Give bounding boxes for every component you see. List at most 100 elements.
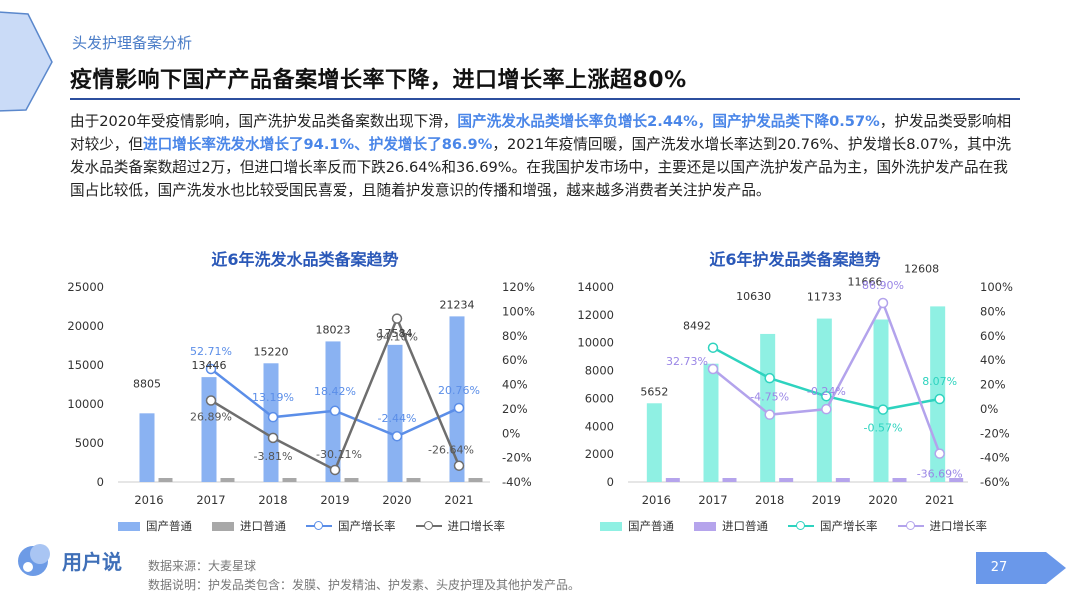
point-domestic-growth [707, 342, 719, 353]
y-right-tick-label: -40% [502, 475, 532, 489]
bar-imported [344, 478, 359, 482]
bar-value-label: 11666 [848, 276, 883, 289]
intro-text-3: ，2021年疫情回暖，国产洗发水增长率达到20.76%、护发增长8.07%，其中… [70, 136, 1011, 199]
y-left-tick-label: 5000 [75, 436, 104, 450]
bar-value-label: 21234 [440, 298, 475, 311]
x-tick-label: 2020 [382, 493, 411, 507]
x-tick-label: 2021 [925, 493, 954, 507]
y-left-tick-label: 15000 [67, 358, 104, 372]
x-tick-label: 2018 [258, 493, 287, 507]
bar-value-label: 8492 [683, 320, 711, 333]
import-growth-label: -36.69% [917, 468, 963, 481]
domestic-growth-label: -0.57% [864, 422, 903, 435]
import-growth-label: 94.10% [376, 331, 418, 344]
y-left-tick-label: 10000 [577, 336, 614, 350]
bar-imported [892, 478, 907, 482]
point-import-growth [205, 395, 217, 406]
x-tick-label: 2017 [196, 493, 225, 507]
intro-text-2: ，护发品类受影响相对较少，但 [70, 113, 1012, 153]
title-divider [70, 98, 1020, 100]
y-right-tick-label: 80% [980, 304, 1006, 318]
y-left-tick-label: 14000 [577, 280, 614, 294]
bar-value-label: 11733 [807, 291, 842, 304]
y-right-tick-label: 0% [502, 426, 520, 440]
data-note: 数据说明：护发品类包含：发膜、护发精油、护发素、头皮护理及其他护发产品。 [148, 578, 581, 592]
point-import-growth [934, 448, 945, 459]
import-growth-label: -3.81% [254, 450, 293, 463]
import-growth-label: -4.75% [750, 391, 789, 404]
domestic-growth-label: -2.44% [378, 412, 417, 425]
section-label: 头发护理备案分析 [72, 34, 193, 52]
bar-imported [282, 478, 297, 482]
point-domestic-growth [329, 405, 341, 417]
y-right-tick-label: -20% [980, 426, 1010, 440]
legend-item-import-growth: 进口增长率 [415, 518, 505, 534]
point-domestic-growth [764, 372, 775, 384]
bar-imported [665, 478, 680, 482]
import-growth-label: -30.11% [316, 448, 362, 461]
bar-imported [406, 478, 421, 482]
bar-value-label: 12608 [904, 262, 939, 275]
point-import-growth [391, 313, 403, 324]
point-domestic-growth [391, 430, 403, 442]
logo-text: 用户说 [62, 549, 122, 574]
point-import-growth [329, 464, 341, 476]
y-right-tick-label: -40% [980, 451, 1010, 465]
y-left-tick-label: 0 [607, 475, 614, 489]
legend-item-domestic-growth: 国产增长率 [306, 518, 396, 534]
bar-domestic [201, 377, 217, 482]
domestic-growth-label: 20.76% [438, 384, 480, 397]
y-right-tick-label: -20% [502, 451, 532, 465]
page-number: 27 [990, 560, 1008, 575]
speech-bubble-logo-icon [18, 544, 50, 576]
intro-text-1: 由于2020年受疫情影响，国产洗护发品类备案数出现下滑， [70, 113, 458, 130]
bar-imported [722, 478, 737, 482]
x-tick-label: 2019 [812, 493, 841, 507]
domestic-growth-label: 52.71% [190, 345, 232, 358]
corner-hexagon-decoration [0, 11, 53, 112]
y-right-tick-label: 100% [980, 280, 1013, 294]
y-left-tick-label: 25000 [67, 280, 104, 294]
chart-1-legend: 国产普通 进口普通 国产增长率 进口增长率 [118, 518, 505, 534]
point-import-growth [707, 363, 719, 375]
y-right-tick-label: 60% [980, 329, 1006, 343]
y-right-tick-label: 60% [502, 353, 528, 367]
bar-domestic [873, 319, 889, 482]
legend-item-domestic: 国产普通 [600, 518, 674, 534]
point-domestic-growth [877, 404, 889, 415]
y-left-tick-label: 20000 [67, 319, 104, 333]
y-left-tick-label: 8000 [585, 364, 614, 378]
bar-domestic [387, 344, 403, 482]
domestic-growth-label: 8.07% [922, 375, 957, 388]
bar-value-label: 8805 [133, 377, 161, 390]
y-right-tick-label: -60% [980, 475, 1010, 489]
bar-domestic [703, 363, 719, 482]
import-growth-label: -0.24% [807, 385, 846, 398]
point-domestic-growth [205, 363, 217, 375]
x-tick-label: 2017 [698, 493, 727, 507]
x-tick-label: 2018 [755, 493, 784, 507]
chart-1-title: 近6年洗发水品类备案趋势 [211, 250, 399, 269]
bar-value-label: 13446 [192, 359, 227, 372]
intro-highlight-1: 国产洗发水品类增长率负增长2.44%，国产护发品类下降0.57% [457, 113, 880, 130]
bar-domestic [449, 316, 465, 482]
x-tick-label: 2019 [320, 493, 349, 507]
point-domestic-growth [821, 390, 832, 402]
legend-item-imported: 进口普通 [212, 518, 286, 534]
data-source: 数据来源：大麦星球 [148, 559, 257, 573]
x-tick-label: 2016 [134, 493, 163, 507]
bar-imported [220, 478, 235, 482]
y-right-tick-label: 20% [502, 402, 528, 416]
y-left-tick-label: 0 [97, 475, 104, 489]
chart-2-title: 近6年护发品类备案趋势 [709, 250, 881, 269]
bar-imported [468, 478, 483, 482]
bar-imported [949, 478, 964, 482]
brand-logo: 用户说 [16, 540, 122, 580]
source-notes: 数据来源：大麦星球 数据说明：护发品类包含：发膜、护发精油、护发素、头皮护理及其… [148, 557, 580, 595]
bar-domestic [760, 333, 776, 482]
bar-domestic [263, 363, 279, 482]
legend-item-import-growth: 进口增长率 [897, 518, 987, 534]
intro-paragraph: 由于2020年受疫情影响，国产洗护发品类备案数出现下滑，国产洗发水品类增长率负增… [70, 110, 1020, 202]
bar-value-label: 15220 [254, 345, 289, 358]
domestic-growth-label: 13.19% [252, 391, 294, 404]
